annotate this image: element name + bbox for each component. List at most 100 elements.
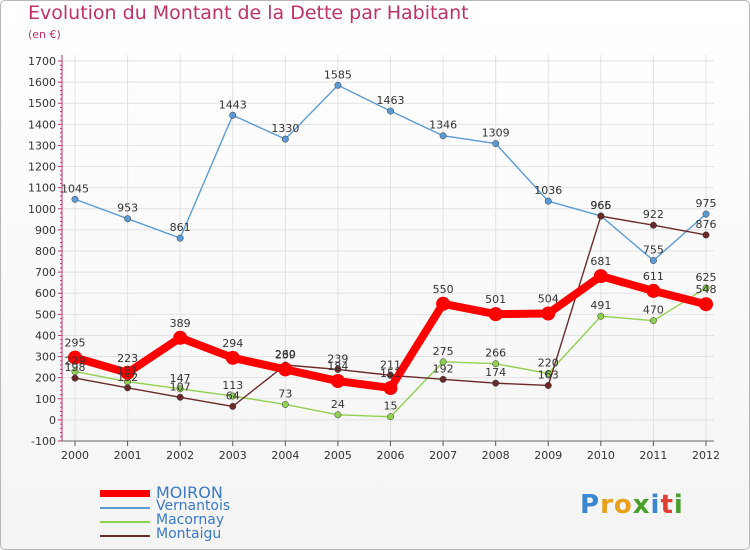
point-vernantois xyxy=(387,107,394,115)
point-montaigu xyxy=(334,365,342,373)
x-tick-label: 2001 xyxy=(114,449,142,462)
x-tick-label: 2004 xyxy=(271,449,299,462)
point-montaigu xyxy=(71,374,79,382)
y-tick-label: 800 xyxy=(35,245,56,258)
y-tick-label: 1200 xyxy=(28,161,56,174)
legend-label-montaigu: Montaigu xyxy=(156,526,222,542)
legend-swatch-vernantois xyxy=(100,507,150,509)
point-moiron xyxy=(541,306,556,321)
data-label-vernantois: 1443 xyxy=(219,98,247,111)
axes: -100 0 100 200 300 400 500 600 700 800 900 1000 1100… xyxy=(28,55,720,462)
data-label-moiron: 550 xyxy=(433,283,454,296)
data-label-montaigu: 192 xyxy=(433,362,454,375)
point-moiron xyxy=(699,297,713,312)
point-vernantois xyxy=(176,234,184,242)
x-tick-label: 2010 xyxy=(587,449,615,462)
y-tick-label: 1600 xyxy=(28,76,56,89)
data-label-macornay: 113 xyxy=(222,379,243,392)
point-macornay xyxy=(649,317,657,325)
legend-label-macornay: Macornay xyxy=(156,512,225,528)
data-label-vernantois: 1330 xyxy=(271,122,299,135)
y-tick-label: 400 xyxy=(35,329,56,342)
y-tick-label: 700 xyxy=(35,266,56,279)
data-label-macornay: 470 xyxy=(643,304,664,317)
data-label-montaigu: 107 xyxy=(170,380,191,393)
data-label-moiron: 184 xyxy=(327,360,348,373)
point-vernantois xyxy=(439,132,447,140)
y-tick-label: 100 xyxy=(35,393,56,406)
y-tick-label: 0 xyxy=(49,414,56,427)
y-tick-label: 900 xyxy=(35,224,56,237)
data-label-moiron: 223 xyxy=(117,352,138,365)
point-moiron xyxy=(646,283,661,298)
point-moiron xyxy=(330,374,345,389)
y-tick-label: -100 xyxy=(31,435,56,448)
data-label-vernantois: 1585 xyxy=(324,68,352,81)
point-vernantois xyxy=(492,140,500,147)
data-label-macornay: 275 xyxy=(433,345,454,358)
point-montaigu xyxy=(439,375,447,383)
point-vernantois xyxy=(124,215,132,223)
y-tick-label: 1700 xyxy=(28,55,56,68)
legend-label-vernantois: Vernantois xyxy=(156,498,231,514)
data-label-macornay: 15 xyxy=(384,400,398,413)
point-montaigu xyxy=(124,384,132,392)
point-moiron xyxy=(488,307,503,322)
data-label-montaigu: 174 xyxy=(485,366,506,379)
data-label-macornay: 266 xyxy=(485,347,506,360)
data-label-montaigu: 922 xyxy=(643,208,664,221)
point-macornay xyxy=(492,360,500,368)
data-label-vernantois: 966 xyxy=(590,199,611,212)
data-label-montaigu: 260 xyxy=(275,348,296,361)
point-vernantois xyxy=(71,195,79,203)
data-label-montaigu: 211 xyxy=(380,358,401,371)
data-label-moiron: 548 xyxy=(696,283,717,296)
point-montaigu xyxy=(176,393,184,401)
data-label-macornay: 491 xyxy=(590,299,611,312)
data-label-vernantois: 1463 xyxy=(377,94,405,107)
point-macornay xyxy=(597,312,605,320)
x-tick-label: 2007 xyxy=(429,449,457,462)
series-lines xyxy=(68,81,713,421)
y-tick-label: 600 xyxy=(35,287,56,300)
data-label-moiron: 389 xyxy=(170,317,191,330)
y-tick-label: 1300 xyxy=(28,139,56,152)
chart-subtitle: (en €) xyxy=(28,28,61,41)
point-montaigu xyxy=(702,231,710,239)
data-label-moiron: 611 xyxy=(643,270,664,283)
point-montaigu xyxy=(492,379,500,387)
x-tick-label: 2000 xyxy=(61,449,89,462)
point-moiron xyxy=(173,330,188,345)
data-label-moiron: 151 xyxy=(380,367,401,380)
data-label-vernantois: 861 xyxy=(170,221,191,234)
point-vernantois xyxy=(281,135,289,143)
x-tick-label: 2011 xyxy=(639,449,667,462)
y-tick-label: 300 xyxy=(35,351,56,364)
point-vernantois xyxy=(649,257,657,264)
x-tick-label: 2009 xyxy=(534,449,562,462)
point-macornay xyxy=(439,358,447,366)
y-tick-label: 500 xyxy=(35,308,56,321)
point-moiron xyxy=(225,350,240,365)
data-label-vernantois: 1045 xyxy=(61,182,89,195)
data-label-montaigu: 198 xyxy=(65,361,86,374)
x-tick-label: 2012 xyxy=(692,449,720,462)
data-label-montaigu: 876 xyxy=(696,218,717,231)
point-macornay xyxy=(281,401,289,408)
legend-swatch-moiron xyxy=(100,490,150,497)
data-label-moiron: 504 xyxy=(538,292,559,305)
data-label-montaigu: 965 xyxy=(590,199,611,212)
data-label-vernantois: 755 xyxy=(643,244,664,257)
data-label-macornay: 229 xyxy=(65,355,86,368)
data-label-moiron: 501 xyxy=(485,293,506,306)
y-tick-label: 1100 xyxy=(28,182,56,195)
data-label-moiron: 681 xyxy=(590,255,611,268)
y-tick-label: 200 xyxy=(35,372,56,385)
x-tick-label: 2002 xyxy=(166,449,194,462)
point-montaigu xyxy=(544,382,552,389)
point-vernantois xyxy=(334,81,342,89)
point-moiron xyxy=(120,365,135,380)
point-vernantois xyxy=(702,210,710,218)
